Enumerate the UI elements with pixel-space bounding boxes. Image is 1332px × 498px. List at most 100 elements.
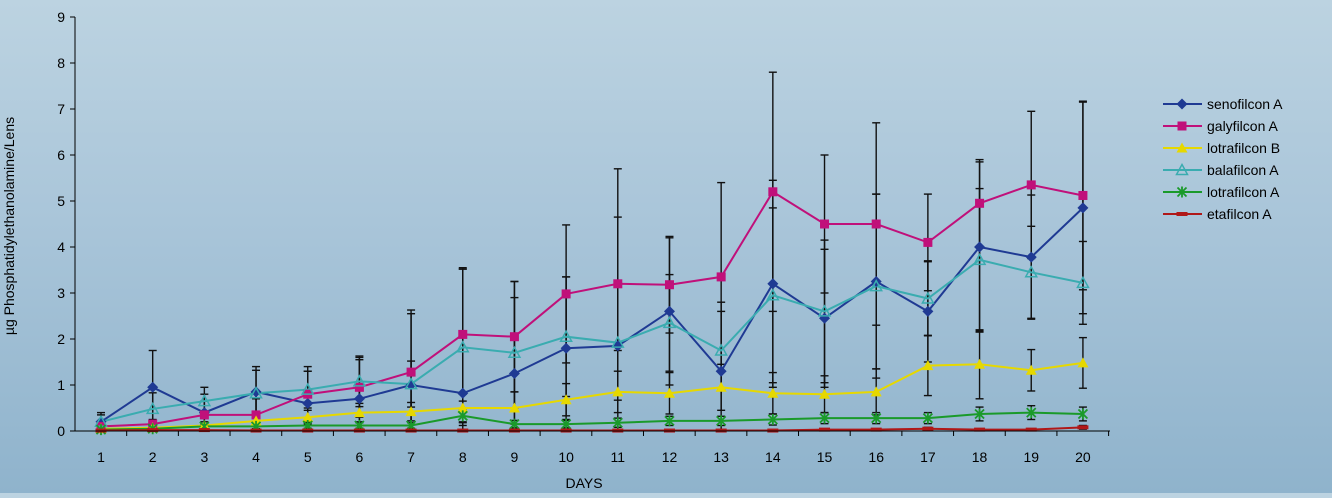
x-tick-label: 9: [511, 449, 519, 465]
data-point-balafilcon-a: [455, 340, 470, 353]
data-point-galyfilcon-a: [923, 237, 933, 247]
data-point-galyfilcon-a: [561, 289, 571, 299]
x-tick-label: 13: [713, 449, 729, 465]
legend-label-senofilcon-a: senofilcon A: [1207, 96, 1283, 112]
series-line-lotrafilcon-b: [100, 361, 1084, 430]
data-point-senofilcon-a: [250, 386, 262, 398]
data-point-etafilcon-a: [922, 426, 934, 431]
data-point-lotrafilcon-a: [716, 415, 727, 427]
data-point-galyfilcon-a: [975, 198, 985, 208]
data-point-senofilcon-a: [715, 365, 727, 377]
data-point-lotrafilcon-b: [922, 360, 934, 371]
x-axis-label: DAYS: [565, 475, 602, 491]
data-point-balafilcon-a: [1024, 265, 1039, 278]
data-point-balafilcon-a: [611, 335, 625, 348]
data-point-lotrafilcon-b: [353, 407, 365, 418]
data-point-lotrafilcon-b: [405, 406, 417, 417]
series-line-lotrafilcon-a: [100, 411, 1083, 431]
legend-label-galyfilcon-a: galyfilcon A: [1207, 118, 1278, 134]
x-tick-label: 15: [817, 449, 833, 465]
data-point-galyfilcon-a: [251, 410, 261, 420]
data-point-etafilcon-a: [1077, 425, 1089, 430]
data-point-lotrafilcon-a: [767, 414, 778, 425]
series-line-etafilcon-a: [100, 426, 1083, 432]
data-point-senofilcon-a: [457, 387, 469, 399]
data-point-lotrafilcon-b: [974, 358, 986, 369]
data-point-lotrafilcon-b: [1077, 357, 1089, 368]
data-point-balafilcon-a: [1076, 275, 1090, 289]
y-tick-label: 5: [57, 193, 65, 209]
legend-marker-galyfilcon-a: [1177, 121, 1187, 131]
x-tick-label: 4: [252, 449, 260, 465]
data-point-lotrafilcon-b: [302, 411, 314, 422]
data-point-senofilcon-a: [560, 342, 572, 354]
legend-marker-senofilcon-a: [1176, 98, 1188, 110]
x-tick-label: 1: [97, 449, 105, 465]
data-point-etafilcon-a: [974, 427, 986, 432]
x-tick-label: 8: [459, 449, 467, 465]
data-point-senofilcon-a: [1077, 202, 1089, 214]
data-point-lotrafilcon-a: [819, 412, 830, 424]
legend-marker-balafilcon-a: [1175, 162, 1189, 176]
y-tick-label: 9: [57, 9, 65, 25]
x-tick-label: 16: [868, 449, 884, 465]
data-point-balafilcon-a: [197, 394, 212, 407]
x-tick-label: 6: [356, 449, 364, 465]
data-point-lotrafilcon-b: [663, 387, 675, 398]
data-point-senofilcon-a: [922, 305, 934, 317]
data-point-balafilcon-a: [766, 288, 780, 301]
data-point-senofilcon-a: [1025, 251, 1037, 263]
data-point-etafilcon-a: [819, 427, 831, 432]
data-point-lotrafilcon-b: [819, 388, 831, 399]
y-tick-label: 2: [57, 331, 65, 347]
legend-marker-lotrafilcon-a: [1176, 186, 1188, 198]
data-point-lotrafilcon-a: [664, 415, 675, 427]
data-point-lotrafilcon-b: [715, 381, 727, 392]
data-point-lotrafilcon-a: [1026, 407, 1037, 419]
y-axis-label: µg Phosphatidylethanolamine/Lens: [1, 117, 17, 335]
x-tick-label: 19: [1023, 449, 1039, 465]
legend-label-balafilcon-a: balafilcon A: [1207, 162, 1279, 178]
data-point-galyfilcon-a: [509, 332, 519, 342]
data-point-lotrafilcon-a: [1077, 408, 1089, 420]
data-point-lotrafilcon-a: [560, 418, 572, 430]
y-tick-label: 7: [57, 101, 65, 117]
data-point-galyfilcon-a: [664, 280, 674, 290]
data-point-galyfilcon-a: [406, 367, 416, 377]
data-point-lotrafilcon-a: [871, 412, 882, 424]
data-point-lotrafilcon-a: [922, 412, 934, 424]
y-tick-label: 0: [57, 423, 65, 439]
x-tick-label: 18: [972, 449, 988, 465]
data-point-balafilcon-a: [559, 329, 573, 342]
error-bars-layer: [97, 71, 1087, 432]
data-point-galyfilcon-a: [458, 329, 468, 339]
data-point-lotrafilcon-a: [612, 417, 623, 429]
series-line-senofilcon-a: [100, 207, 1084, 423]
x-tick-label: 17: [920, 449, 936, 465]
data-point-galyfilcon-a: [1078, 190, 1088, 200]
data-point-balafilcon-a: [145, 401, 160, 415]
legend: senofilcon A galyfilcon A lotrafilcon B bal…: [1163, 96, 1283, 222]
data-point-galyfilcon-a: [354, 382, 364, 392]
data-point-balafilcon-a: [507, 345, 522, 359]
data-point-lotrafilcon-b: [612, 386, 624, 397]
series-lines-layer: [100, 183, 1084, 432]
data-point-balafilcon-a: [972, 252, 987, 266]
x-tick-label: 7: [407, 449, 415, 465]
markers-layer: [94, 180, 1090, 436]
data-point-senofilcon-a: [974, 241, 986, 253]
data-point-lotrafilcon-a: [509, 418, 520, 430]
data-point-lotrafilcon-a: [974, 408, 985, 420]
legend-label-lotrafilcon-a: lotrafilcon A: [1207, 184, 1280, 200]
data-point-etafilcon-a: [147, 428, 159, 433]
y-tick-label: 4: [57, 239, 65, 255]
data-point-galyfilcon-a: [820, 219, 830, 229]
x-tick-label: 20: [1075, 449, 1091, 465]
legend-marker-etafilcon-a: [1176, 212, 1188, 216]
data-point-galyfilcon-a: [1026, 180, 1036, 190]
data-point-galyfilcon-a: [871, 219, 881, 229]
data-point-balafilcon-a: [714, 343, 728, 356]
